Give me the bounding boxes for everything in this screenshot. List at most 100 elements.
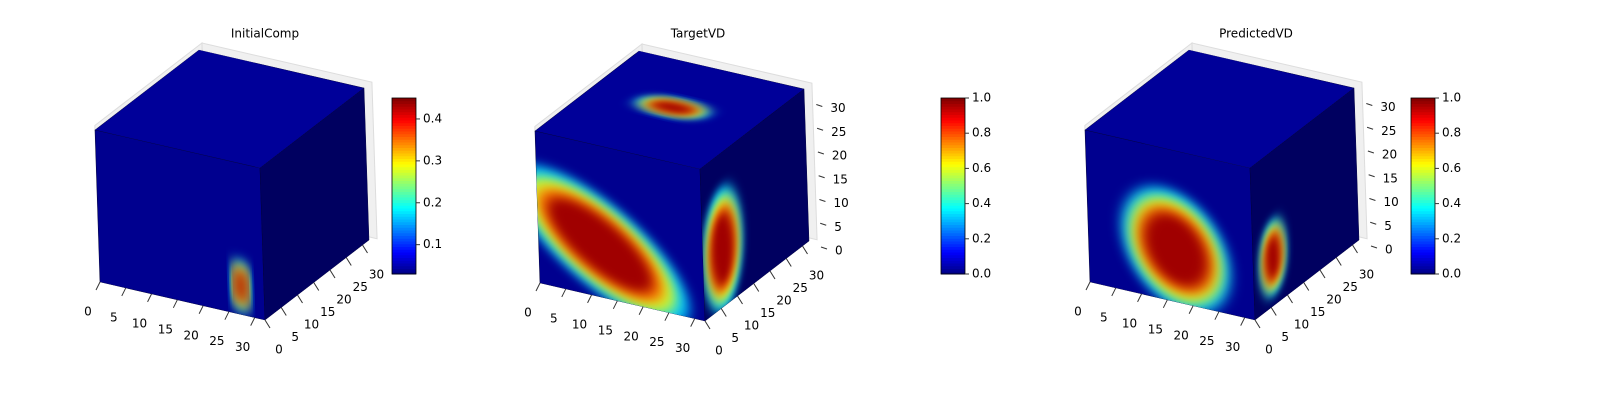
y-tick [1303, 282, 1310, 291]
x-tick-label: 20 [1173, 328, 1188, 342]
colorbar-tick-label: 0.4 [1442, 196, 1461, 210]
z-tick [1368, 174, 1375, 178]
x-tick [612, 300, 618, 310]
y-tick-label: 10 [304, 318, 319, 332]
z-tick-label: 10 [1383, 195, 1398, 209]
colorbar-tick-label: 0.0 [972, 267, 991, 281]
y-tick-label: 0 [1265, 343, 1273, 357]
x-tick-label: 15 [158, 322, 173, 336]
colorbar-tick-label: 1.0 [972, 91, 991, 105]
x-tick [1162, 299, 1168, 309]
x-tick-label: 30 [235, 340, 250, 354]
colorbar-frame [1410, 97, 1436, 275]
colorbar-tick-label: 0.2 [972, 231, 991, 245]
y-tick [704, 320, 711, 330]
y-tick [313, 282, 320, 291]
y-tick [737, 295, 743, 305]
z-tick [816, 104, 823, 107]
y-tick [1319, 269, 1326, 279]
x-tick [95, 281, 101, 291]
y-tick-label: 30 [1359, 268, 1374, 282]
x-tick [250, 317, 256, 326]
colorbar-tick-label: 0.8 [1442, 126, 1461, 140]
z-tick [816, 127, 824, 131]
field-region [1265, 233, 1281, 282]
x-tick-label: 10 [132, 316, 147, 330]
y-tick-label: 20 [1326, 293, 1341, 307]
x-tick-label: 30 [1225, 340, 1240, 354]
field-region [1143, 211, 1209, 288]
y-tick-label: 5 [291, 330, 299, 344]
y-tick-label: 25 [1343, 280, 1358, 294]
cube-face [699, 88, 810, 322]
panel-title: TargetVD [670, 27, 726, 41]
colorbar-frame [940, 97, 966, 275]
z-tick [819, 199, 826, 202]
x-tick-label: 15 [1148, 322, 1163, 336]
y-tick [802, 245, 808, 255]
y-tick-label: 30 [369, 268, 384, 282]
z-tick-label: 15 [833, 172, 848, 186]
y-tick [1270, 307, 1277, 316]
z-tick [1370, 221, 1377, 225]
y-tick [1254, 319, 1261, 329]
x-tick-label: 0 [84, 305, 92, 319]
x-tick-label: 15 [598, 323, 613, 337]
field-region [235, 269, 246, 304]
y-tick-label: 25 [353, 280, 368, 294]
y-tick [753, 283, 760, 292]
colorbar-tick-label: 0.3 [423, 153, 442, 167]
x-tick-label: 30 [675, 341, 690, 355]
y-tick-label: 20 [776, 294, 791, 308]
x-tick [1214, 311, 1220, 320]
field-region [546, 196, 654, 294]
x-tick [690, 318, 696, 327]
x-tick-label: 10 [1122, 316, 1137, 330]
panel-title: PredictedVD [1219, 27, 1293, 41]
x-tick [1188, 305, 1194, 314]
z-tick-label: 30 [1380, 100, 1395, 114]
z-tick [1369, 198, 1376, 201]
colorbar-tick-label: 0.0 [1442, 267, 1461, 281]
z-tick-label: 15 [1383, 171, 1398, 185]
colorbar-tick-label: 0.4 [423, 111, 442, 125]
colorbar: 0.0 0.2 0.4 0.6 0.8 1.0 [940, 91, 991, 281]
colorbar-tick-label: 0.6 [972, 161, 991, 175]
colorbar-tick-label: 0.2 [423, 195, 442, 209]
y-tick [345, 257, 352, 266]
y-tick [280, 307, 287, 316]
y-tick [769, 270, 776, 280]
cube-face [1084, 129, 1256, 321]
colorbar-frame [391, 97, 417, 275]
y-tick-label: 15 [760, 306, 775, 320]
x-tick-label: 20 [183, 328, 198, 342]
x-tick [664, 312, 670, 321]
z-tick-label: 0 [1385, 243, 1393, 257]
z-tick-label: 30 [830, 101, 845, 115]
y-tick-label: 10 [744, 319, 759, 333]
y-tick-label: 15 [320, 305, 335, 319]
z-tick [1366, 103, 1373, 106]
colorbar-tick-label: 0.8 [972, 126, 991, 140]
x-tick-label: 5 [1100, 310, 1108, 324]
colorbar: 0.0 0.2 0.4 0.6 0.8 1.0 [1410, 91, 1461, 281]
z-tick-label: 10 [833, 196, 848, 210]
z-tick-label: 20 [832, 149, 847, 163]
x-tick [1111, 287, 1117, 297]
y-tick-label: 10 [1294, 318, 1309, 332]
field-region [650, 100, 696, 115]
z-tick-label: 5 [1384, 219, 1392, 233]
y-tick-label: 30 [809, 269, 824, 283]
x-tick [1137, 293, 1143, 303]
y-tick [264, 319, 271, 329]
x-tick [535, 282, 541, 292]
colorbar-tick-label: 0.2 [1442, 231, 1461, 245]
y-tick-label: 5 [731, 331, 739, 345]
z-tick-label: 25 [1381, 124, 1396, 138]
cube-face [534, 130, 706, 322]
z-tick [817, 151, 825, 155]
